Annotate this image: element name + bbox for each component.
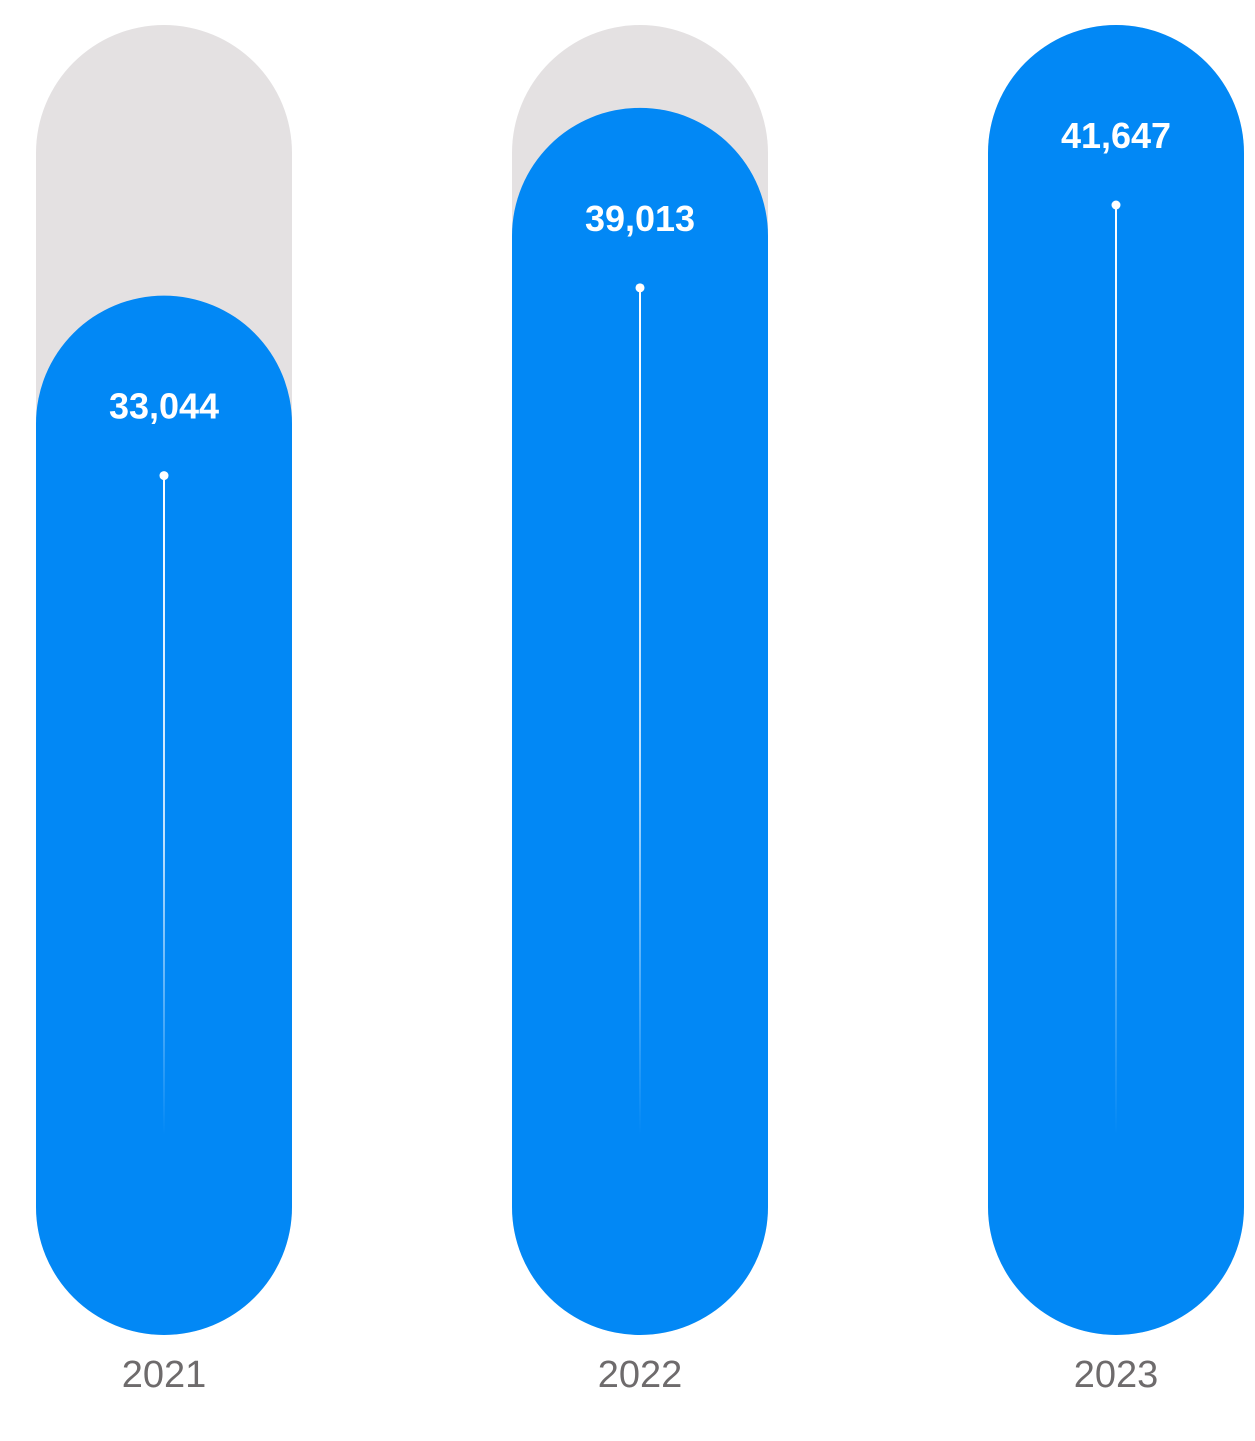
bar-group-2022: 39,013 2022: [512, 25, 768, 1396]
category-label: 2021: [122, 1354, 207, 1396]
leader-line: [1115, 205, 1117, 1135]
bar-value-label: 39,013: [585, 198, 695, 239]
category-label: 2022: [598, 1354, 683, 1396]
leader-dot: [635, 283, 645, 293]
bar-group-2021: 33,044 2021: [36, 25, 292, 1396]
leader-dot: [1111, 200, 1121, 210]
leader-line: [639, 287, 641, 1136]
leader-line: [163, 475, 165, 1135]
leader-dot: [159, 471, 169, 481]
category-label: 2023: [1074, 1354, 1159, 1396]
bar-value-label: 33,044: [109, 386, 219, 427]
bar-group-2023: 41,647 2023: [988, 25, 1244, 1396]
bars-layer: 33,044 2021 39,013 2022 41,647 2023: [36, 25, 1244, 1396]
bar-value-label: 41,647: [1061, 115, 1171, 156]
